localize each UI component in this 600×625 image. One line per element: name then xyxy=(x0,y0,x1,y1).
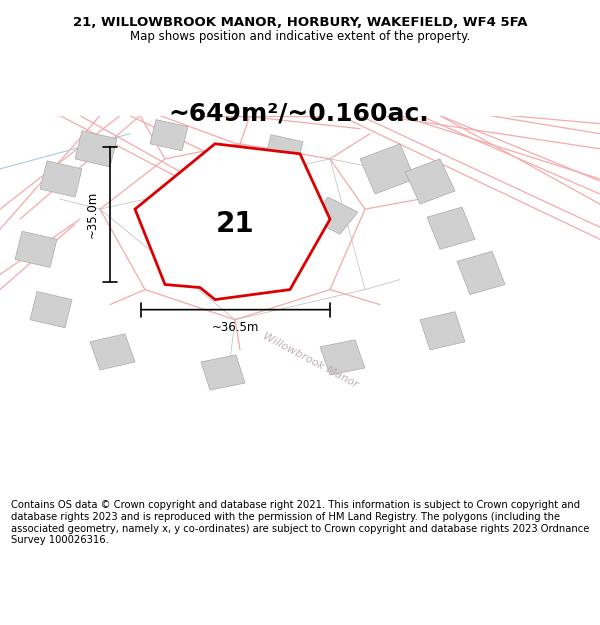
Polygon shape xyxy=(30,292,72,328)
Text: ~649m²/~0.160ac.: ~649m²/~0.160ac. xyxy=(168,101,429,125)
Text: 21: 21 xyxy=(215,210,254,238)
Polygon shape xyxy=(175,187,225,226)
Polygon shape xyxy=(420,312,465,350)
Polygon shape xyxy=(150,119,188,151)
Text: ~35.0m: ~35.0m xyxy=(86,191,98,238)
Polygon shape xyxy=(265,135,303,166)
Text: Willowbrook Manor: Willowbrook Manor xyxy=(260,331,359,389)
Polygon shape xyxy=(457,251,505,294)
Text: ~36.5m: ~36.5m xyxy=(212,321,259,334)
Polygon shape xyxy=(135,144,330,299)
Polygon shape xyxy=(310,197,358,234)
Polygon shape xyxy=(360,144,415,194)
Text: Map shows position and indicative extent of the property.: Map shows position and indicative extent… xyxy=(130,30,470,43)
Polygon shape xyxy=(215,228,258,264)
Polygon shape xyxy=(320,340,365,375)
Polygon shape xyxy=(40,161,82,197)
Polygon shape xyxy=(427,207,475,249)
Text: 21, WILLOWBROOK MANOR, HORBURY, WAKEFIELD, WF4 5FA: 21, WILLOWBROOK MANOR, HORBURY, WAKEFIEL… xyxy=(73,16,527,29)
Polygon shape xyxy=(195,184,260,254)
Polygon shape xyxy=(75,131,117,167)
Polygon shape xyxy=(90,334,135,370)
Polygon shape xyxy=(201,355,245,390)
Polygon shape xyxy=(405,159,455,204)
Polygon shape xyxy=(15,231,57,268)
Text: Contains OS data © Crown copyright and database right 2021. This information is : Contains OS data © Crown copyright and d… xyxy=(11,500,589,545)
